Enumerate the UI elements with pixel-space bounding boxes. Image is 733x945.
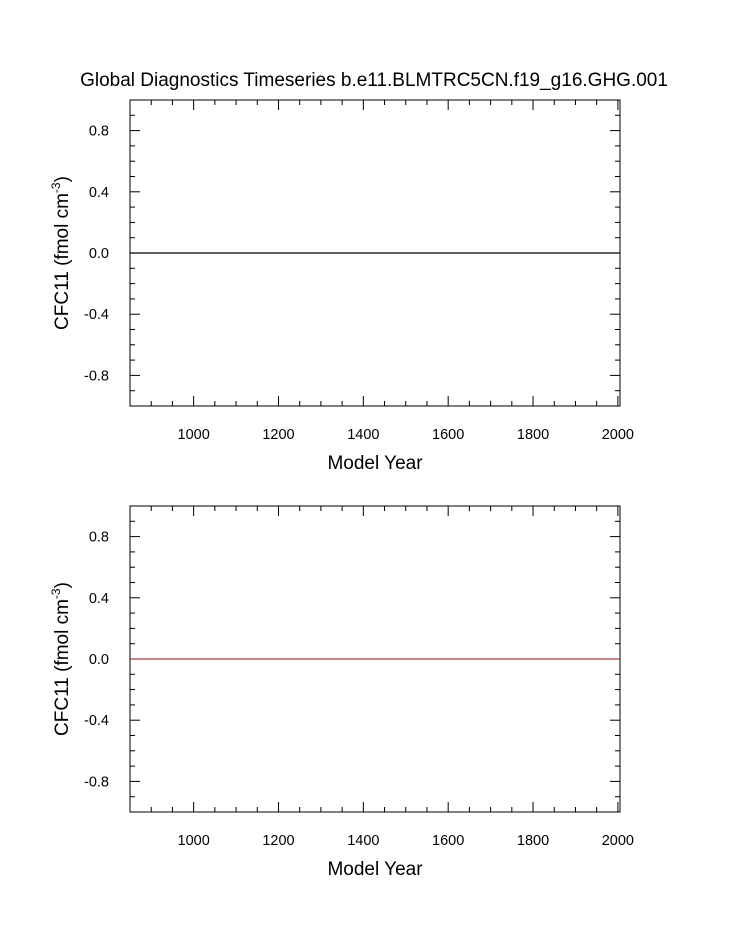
y-tick-label: 0.0 [89, 246, 109, 262]
x-tick-label: 1400 [347, 427, 379, 443]
y-tick-label: -0.8 [84, 368, 109, 384]
x-tick-label: 1800 [517, 833, 549, 849]
y-tick-label: -0.4 [84, 307, 109, 323]
x-tick-label: 1600 [432, 833, 464, 849]
panels: 1000 1200 1400 1600 1800 2000 0.8 0.4 0.0 -0.4 -0.… [49, 99, 634, 880]
x-tick-label: 1200 [262, 427, 294, 443]
y-tick-label: 0.8 [89, 530, 109, 546]
x-tick-label: 1000 [178, 427, 210, 443]
x-axis-label: Model Year [327, 859, 423, 880]
x-tick-label: 2000 [602, 427, 634, 443]
x-tick-label: 1400 [347, 833, 379, 849]
y-axis-label: CFC11 (fmol cm-3) [49, 176, 73, 330]
chart-panel-1: 1000 1200 1400 1600 1800 2000 0.8 0.4 0.0 -0.4 -0.… [49, 99, 634, 474]
y-tick-label: -0.8 [84, 774, 109, 790]
y-tick-label: 0.4 [89, 591, 109, 607]
y-tick-label: 0.0 [89, 652, 109, 668]
x-tick-label: 2000 [602, 833, 634, 849]
chart-panel-2: 1000 1200 1400 1600 1800 2000 0.8 0.4 0.0 -0.4 -0.… [49, 505, 634, 880]
y-axis-label: CFC11 (fmol cm-3) [49, 582, 73, 736]
x-tick-label: 1800 [517, 427, 549, 443]
chart-title: Global Diagnostics Timeseries b.e11.BLMT… [80, 70, 668, 91]
y-tick-label: 0.4 [89, 185, 109, 201]
x-tick-label: 1000 [178, 833, 210, 849]
x-tick-label: 1600 [432, 427, 464, 443]
y-tick-label: -0.4 [84, 713, 109, 729]
y-tick-label: 0.8 [89, 124, 109, 140]
x-tick-label: 1200 [262, 833, 294, 849]
x-axis-label: Model Year [327, 453, 423, 474]
